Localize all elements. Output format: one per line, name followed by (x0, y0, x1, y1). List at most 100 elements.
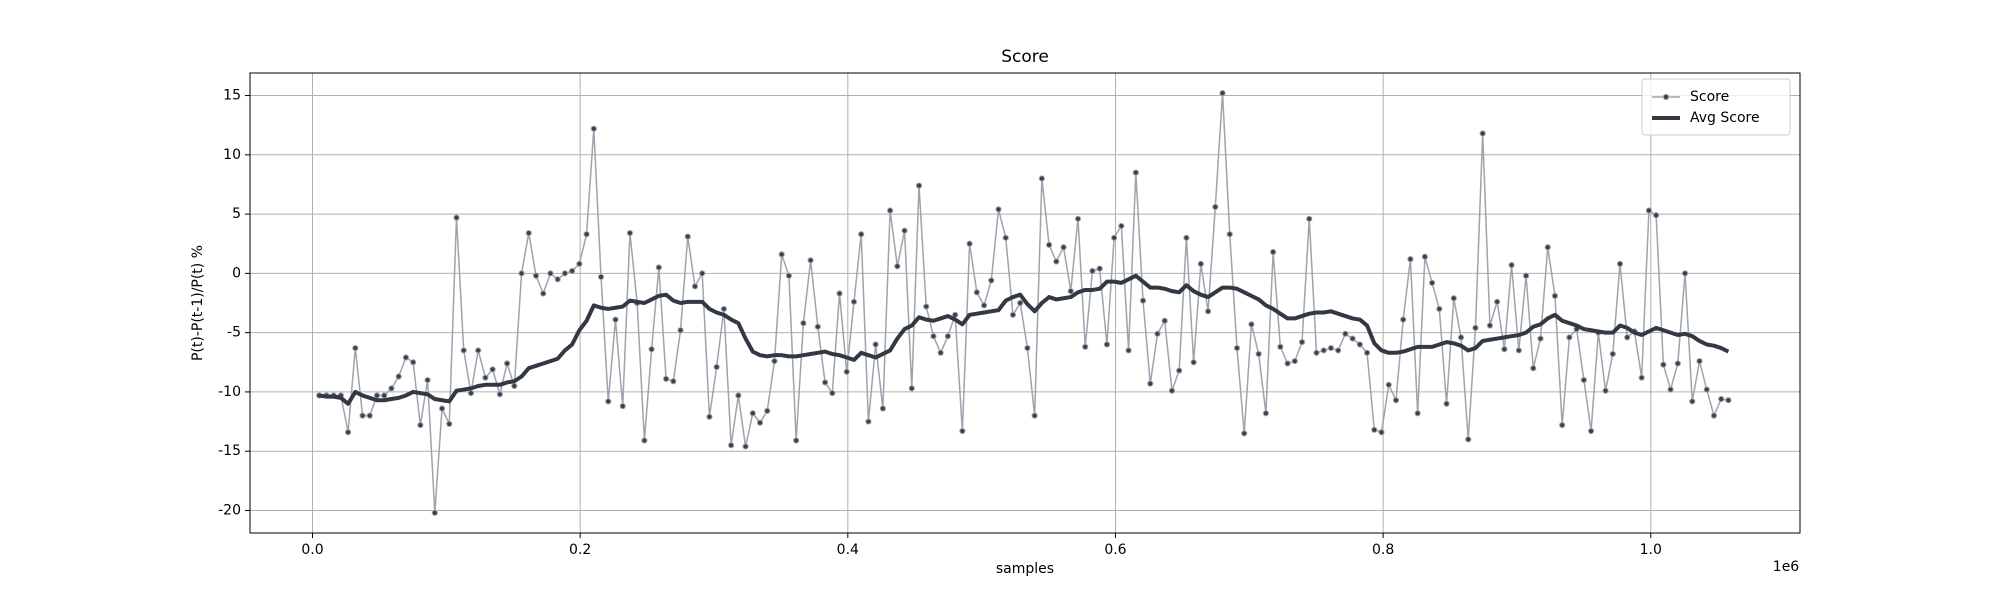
point (728, 442, 735, 449)
series-line (319, 92, 1729, 514)
point (1645, 207, 1653, 214)
point (626, 229, 634, 237)
point (749, 410, 756, 417)
point (1306, 215, 1313, 222)
point (1689, 398, 1696, 405)
point (1270, 248, 1277, 256)
point (475, 347, 482, 354)
point (915, 182, 923, 189)
point (865, 418, 872, 425)
point (771, 357, 778, 365)
x-tick-label: 0.4 (837, 542, 859, 558)
x-tick-label: 0.8 (1372, 542, 1394, 558)
point (1653, 212, 1660, 219)
point (1465, 436, 1472, 443)
point (1089, 267, 1096, 275)
point (850, 298, 858, 305)
point (1530, 365, 1537, 372)
point (1494, 298, 1501, 305)
point (800, 320, 807, 327)
point (569, 267, 576, 275)
point (1609, 350, 1616, 358)
point (1168, 387, 1176, 394)
point (930, 333, 937, 340)
y-tick-label: -5 (227, 325, 241, 341)
point (742, 443, 749, 450)
point (1356, 341, 1363, 348)
point (482, 374, 489, 381)
point (1385, 381, 1392, 388)
x-offset-label: 1e6 (1773, 559, 1800, 575)
point (583, 231, 590, 238)
point (684, 233, 691, 240)
point (1219, 90, 1226, 97)
point (980, 302, 988, 309)
point (489, 366, 496, 373)
point (879, 405, 886, 412)
point (995, 206, 1002, 213)
point (1313, 349, 1320, 356)
point (576, 260, 583, 267)
point (1436, 305, 1443, 313)
point (937, 349, 944, 356)
point (966, 240, 973, 247)
point (417, 422, 424, 429)
point (1031, 412, 1038, 419)
point (677, 327, 684, 334)
point (1002, 234, 1009, 241)
point (1515, 347, 1522, 354)
point (410, 359, 417, 366)
point (785, 272, 793, 279)
point (1190, 359, 1197, 366)
point (424, 376, 431, 384)
point (720, 305, 727, 313)
point (431, 509, 438, 516)
point (1060, 244, 1067, 251)
point (373, 392, 381, 399)
point (388, 385, 395, 392)
point (1371, 426, 1378, 433)
point (648, 346, 655, 353)
x-axis-label: samples (996, 561, 1054, 577)
point (1363, 349, 1371, 356)
point (887, 207, 894, 214)
point (446, 420, 453, 428)
point (1580, 376, 1587, 384)
point (756, 419, 764, 426)
series-line (318, 273, 1730, 406)
point (1414, 410, 1421, 417)
point (901, 227, 908, 234)
point (988, 277, 995, 284)
legend-marker (1662, 93, 1670, 101)
point (973, 289, 980, 296)
y-tick-label: -10 (218, 384, 241, 400)
point (352, 344, 359, 352)
point (1233, 344, 1241, 352)
point (1472, 324, 1479, 331)
point (496, 391, 503, 398)
point (836, 290, 843, 297)
point (908, 385, 915, 392)
y-tick-label: 0 (232, 265, 241, 281)
point (1132, 169, 1139, 176)
point (1067, 288, 1074, 295)
y-tick-label: 10 (223, 147, 241, 163)
point (1204, 308, 1212, 315)
point (1118, 222, 1125, 230)
point (1544, 244, 1551, 251)
point (1009, 311, 1017, 318)
point (1703, 386, 1710, 393)
point (1710, 412, 1718, 419)
point (1443, 400, 1450, 407)
point (1681, 270, 1689, 277)
point (814, 323, 821, 330)
point (344, 429, 352, 436)
point (923, 303, 930, 310)
point (460, 347, 467, 354)
point (1327, 344, 1335, 352)
point (713, 363, 720, 371)
point (778, 251, 785, 258)
point (402, 354, 410, 361)
point (1284, 360, 1291, 367)
point (872, 341, 879, 348)
